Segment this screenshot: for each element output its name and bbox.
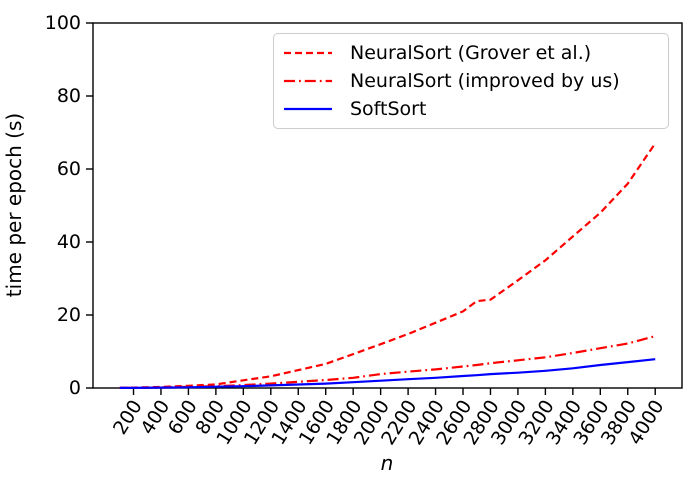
y-tick-label: 20 xyxy=(57,304,81,326)
y-tick-label: 100 xyxy=(45,12,81,34)
y-tick-label: 60 xyxy=(57,158,81,180)
x-axis-label: n xyxy=(381,451,394,475)
series-layer xyxy=(119,142,657,389)
legend-line-dashdot-icon xyxy=(284,79,332,83)
x-tick-label: 600 xyxy=(164,396,202,438)
plot-frame xyxy=(92,22,683,389)
x-tick-label: 400 xyxy=(136,396,174,438)
legend-label: NeuralSort (improved by us) xyxy=(350,69,620,92)
legend-item-neuralsort-improved: NeuralSort (improved by us) xyxy=(284,67,660,95)
y-tick-label: 0 xyxy=(69,377,81,399)
x-tick-label: 200 xyxy=(109,396,147,438)
series-line-2 xyxy=(119,358,656,389)
legend: NeuralSort (Grover et al.) NeuralSort (i… xyxy=(273,33,669,129)
legend-item-neuralsort-grover: NeuralSort (Grover et al.) xyxy=(284,39,660,67)
series-line-1 xyxy=(119,335,656,389)
legend-line-solid-icon xyxy=(284,107,332,111)
legend-line-dashed-icon xyxy=(284,51,332,55)
series-line-0 xyxy=(119,142,657,389)
y-tick-label: 80 xyxy=(57,85,81,107)
y-axis-label: time per epoch (s) xyxy=(2,113,26,297)
legend-item-softsort: SoftSort xyxy=(284,95,660,123)
legend-label: SoftSort xyxy=(350,97,427,120)
y-tick-label: 40 xyxy=(57,231,81,253)
legend-label: NeuralSort (Grover et al.) xyxy=(350,41,592,64)
